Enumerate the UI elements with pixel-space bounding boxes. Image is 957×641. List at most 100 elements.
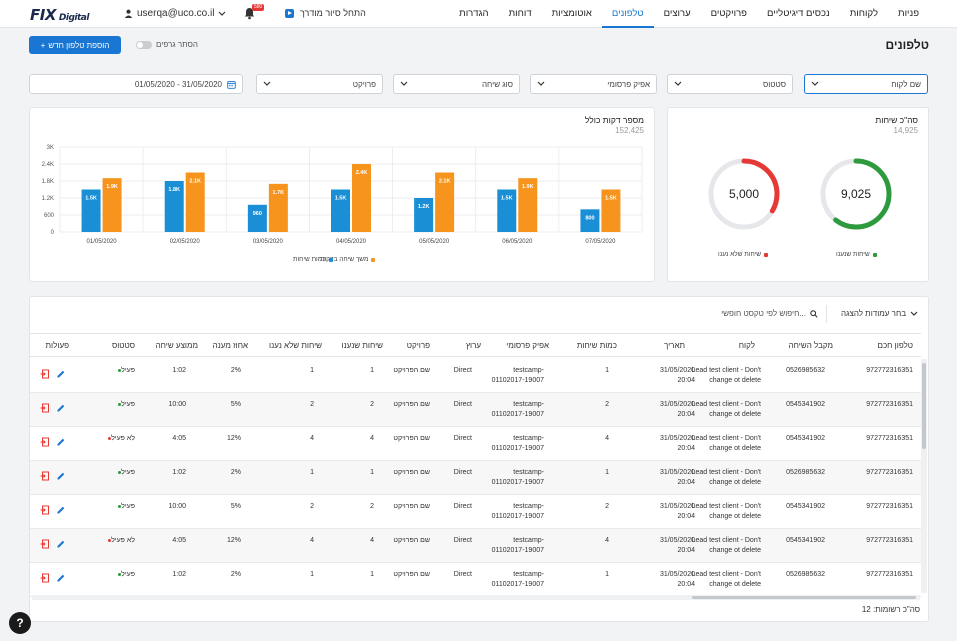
x-tick-label: 05/05/2020 <box>419 239 450 245</box>
add-phone-button[interactable]: + הוספת טלפון חדש <box>29 36 121 54</box>
th-channel[interactable]: ערוץ <box>465 341 481 350</box>
th-smart-phone[interactable]: טלפון חכם <box>877 341 913 350</box>
edit-icon[interactable] <box>56 369 66 379</box>
horizontal-scrollbar[interactable] <box>32 595 920 600</box>
th-avg-call[interactable]: ממוצע שיחה <box>155 341 198 350</box>
app-logo[interactable]: FIX Digital <box>30 6 89 24</box>
export-icon[interactable] <box>40 471 50 481</box>
th-answered[interactable]: שיחות שנענו <box>341 341 384 350</box>
x-tick-label: 02/05/2020 <box>170 239 201 245</box>
export-icon[interactable] <box>40 369 50 379</box>
edit-icon[interactable] <box>56 539 66 549</box>
cell-campaign: testcamp- 01102017-19007 <box>464 536 544 556</box>
edit-icon[interactable] <box>56 471 66 481</box>
table-row[interactable]: 972772316351 0545341902 Lead test client -… <box>30 529 921 563</box>
campaign-filter[interactable]: אפיק פרסומי <box>530 74 657 94</box>
project-filter[interactable]: פרויקט <box>256 74 383 94</box>
th-campaign[interactable]: אפיק פרסומי <box>506 341 549 350</box>
table-row[interactable]: 972772316351 0526985632 Lead test client -… <box>30 461 921 495</box>
cell-avg-call: 10:00 <box>168 401 186 408</box>
cell-customer: Lead test client - Don't change ot delete <box>661 536 761 556</box>
columns-selector[interactable]: בחר עמודות להצגה <box>841 309 918 318</box>
cell-campaign: testcamp- 01102017-19007 <box>464 468 544 488</box>
search-input[interactable]: חיפוש לפי טקסט חופשי... <box>721 309 818 318</box>
cell-calls: 2 <box>605 401 609 408</box>
summary-total: 14,925 <box>893 126 918 135</box>
th-receiver[interactable]: מקבל השיחה <box>788 341 833 350</box>
table-row[interactable]: 972772316351 0526985632 Lead test client -… <box>30 359 921 393</box>
status-dot <box>118 368 122 372</box>
chevron-down-icon <box>218 11 226 16</box>
th-unanswered[interactable]: שיחות שלא נענו <box>269 341 322 350</box>
start-tour-button[interactable]: התחל סיור מודרך <box>285 8 366 18</box>
bar-duration <box>518 178 538 232</box>
edit-icon[interactable] <box>56 573 66 583</box>
nav-item-4[interactable]: ערוצים <box>663 8 691 19</box>
bar-duration <box>185 172 205 232</box>
call-type-filter[interactable]: סוג שיחה <box>393 74 520 94</box>
customer-filter[interactable]: שם לקוח <box>804 74 928 94</box>
columns-selector-label: בחר עמודות להצגה <box>841 309 906 318</box>
table-row[interactable]: 972772316351 0545341902 Lead test client -… <box>30 427 921 461</box>
th-status[interactable]: סטטוס <box>111 341 135 350</box>
table-row[interactable]: 972772316351 0545341902 Lead test client -… <box>30 495 921 529</box>
th-date[interactable]: תאריך <box>663 341 685 350</box>
export-icon[interactable] <box>40 539 50 549</box>
edit-icon[interactable] <box>56 403 66 413</box>
status-filter[interactable]: סטטוס <box>667 74 793 94</box>
customer-filter-label: שם לקוח <box>891 79 921 89</box>
cell-campaign-line-1: testcamp- <box>513 401 544 408</box>
hide-graphs-toggle[interactable] <box>136 41 152 49</box>
th-project[interactable]: פרויקט <box>406 341 430 350</box>
nav-item-6[interactable]: אוטומציות <box>551 8 592 19</box>
campaign-filter-label: אפיק פרסומי <box>607 79 650 89</box>
nav-item-3[interactable]: פרויקטים <box>710 8 747 19</box>
status-label: פעיל <box>121 469 135 476</box>
nav-item-8[interactable]: הגדרות <box>459 8 489 19</box>
table-row[interactable]: 972772316351 0545341902 Lead test client -… <box>30 393 921 427</box>
status-label: לא פעיל <box>111 435 135 442</box>
user-menu[interactable]: userqa@uco.co.il <box>124 8 226 19</box>
bar-duration <box>268 183 288 232</box>
answered-donut <box>820 158 892 230</box>
legend-count: כמות שיחות <box>293 256 333 263</box>
th-calls[interactable]: כמות שיחות <box>576 341 617 350</box>
export-icon[interactable] <box>40 505 50 515</box>
export-icon[interactable] <box>40 437 50 447</box>
status-dot <box>108 436 112 440</box>
cell-campaign-line-1: testcamp- <box>513 503 544 510</box>
cell-avg-call: 10:00 <box>168 503 186 510</box>
nav-item-2[interactable]: נכסים דיגיטליים <box>766 8 830 19</box>
nav-item-1[interactable]: לקוחות <box>849 8 878 19</box>
edit-icon[interactable] <box>56 505 66 515</box>
bar-duration <box>435 172 455 232</box>
cell-answer-rate: 12% <box>226 435 241 442</box>
cell-unanswered: 2 <box>310 503 314 510</box>
help-button[interactable]: ? <box>9 612 31 634</box>
export-icon[interactable] <box>40 573 50 583</box>
th-customer[interactable]: לקוח <box>738 341 755 350</box>
cell-project: שם הפרויקט <box>393 469 430 476</box>
export-icon[interactable] <box>40 403 50 413</box>
nav-item-0[interactable]: פניות <box>898 8 919 19</box>
nav-item-5[interactable]: טלפונים <box>601 0 654 28</box>
chart-title: מספר דקות כולל <box>584 115 644 125</box>
cell-campaign-line-2: 01102017-19007 <box>491 411 544 418</box>
cell-customer-line-1: Lead test client - Don't <box>691 503 761 510</box>
bar-data-label: 1.5K <box>335 196 347 202</box>
cell-unanswered: 1 <box>310 367 314 374</box>
chevron-down-icon <box>674 81 682 86</box>
date-range-filter[interactable]: 01/05/2020 - 31/05/2020 <box>29 74 243 94</box>
vertical-scrollbar[interactable] <box>921 359 927 593</box>
notifications-button[interactable] <box>244 7 255 22</box>
nav-item-7[interactable]: דוחות <box>508 8 532 19</box>
cell-project: שם הפרויקט <box>393 367 430 374</box>
vertical-scroll-thumb[interactable] <box>922 363 926 449</box>
unanswered-legend: שיחות שלא נענו <box>718 251 769 258</box>
table-row[interactable]: 972772316351 0526985632 Lead test client -… <box>30 563 921 597</box>
edit-icon[interactable] <box>56 437 66 447</box>
horizontal-scroll-thumb[interactable] <box>692 596 916 599</box>
cell-date: 31/05/2020 20:04 <box>635 570 695 590</box>
cell-date-line-2: 20:04 <box>677 445 695 452</box>
th-answer-rate[interactable]: אחוז מענה <box>212 341 248 350</box>
